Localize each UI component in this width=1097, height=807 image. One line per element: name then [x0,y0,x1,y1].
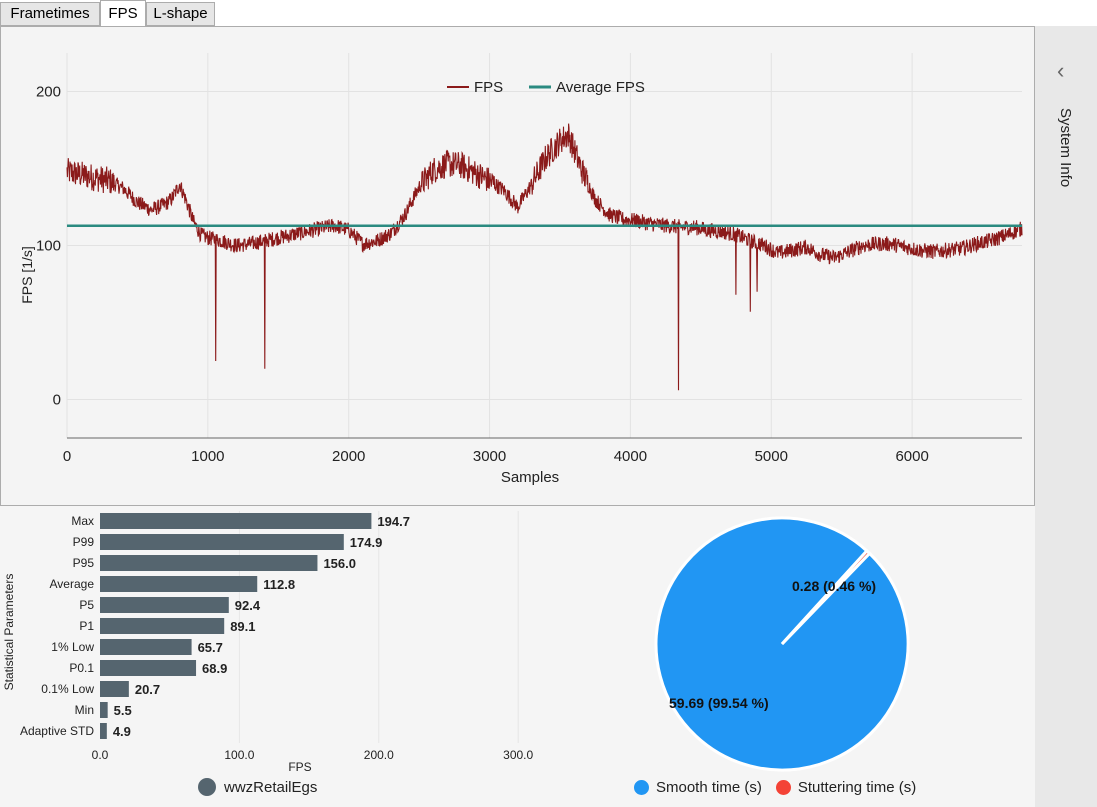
legend-average-label: Average FPS [556,79,645,96]
system-info-label: System Info [1057,108,1074,188]
bar-y-axis-label: Statistical Parameters [2,574,16,691]
y-tick-label: 100 [36,238,61,255]
bar-category-label: Max [71,514,94,528]
bar [100,681,129,697]
bar-category-label: P99 [73,535,95,549]
bar-category-label: P0.1 [69,661,94,675]
legend-fps-label: FPS [474,79,503,96]
tab-fps[interactable]: FPS [100,0,146,27]
bar-category-label: Adaptive STD [20,724,94,738]
bar-x-axis-label: FPS [288,760,311,774]
bar-value-label: 20.7 [135,682,160,697]
bar-category-label: Average [50,577,95,591]
bar-legend-label: wwzRetailEgs [224,778,318,796]
fps-series-line [66,123,1023,391]
y-tick-label: 200 [36,84,61,101]
bar-value-label: 112.8 [263,577,295,592]
fps-line-chart: 0 1000 2000 3000 4000 5000 6000 0 100 200 Samples… [19,53,1023,486]
bar-x-tick-label: 300.0 [503,748,533,762]
smooth-legend-label: Smooth time (s) [656,779,762,796]
x-tick-label: 0 [63,448,71,465]
bar-category-label: P1 [79,619,94,633]
bar-value-label: 156.0 [323,556,356,571]
x-tick-label: 3000 [473,448,506,465]
tab-bar: Frametimes FPS L-shape [0,0,1097,27]
bar [100,639,192,655]
stutter-pie-chart: 0.28 (0.46 %) 59.69 (99.54 %) [654,516,910,772]
chart-legend: FPS Average FPS [447,79,645,96]
x-tick-label: 4000 [614,448,647,465]
bar-value-label: 5.5 [114,703,132,718]
bar [100,723,107,739]
stutter-legend-label: Stuttering time (s) [797,779,917,796]
bar [100,576,258,592]
bar [100,534,344,550]
chevron-left-icon[interactable]: ‹ [1057,58,1065,83]
bar-category-label: 0.1% Low [41,682,94,696]
smooth-legend-dot [634,780,649,795]
fps-chart-panel: 0 1000 2000 3000 4000 5000 6000 0 100 200 Samples… [0,26,1035,506]
x-tick-label: 2000 [332,448,365,465]
pie-legend: Smooth time (s) Stuttering time (s) [634,779,916,796]
bar-rows: Max 194.7 P99 174.9 P95 156.0 Average 112.8 P5 92… [20,513,410,739]
statistics-bar-chart: Max 194.7 P99 174.9 P95 156.0 Average 112.8 P5 92… [2,511,534,774]
bar-category-label: Min [75,703,94,717]
bar [100,597,229,613]
bar-value-label: 65.7 [198,640,223,655]
bar-x-tick-label: 200.0 [364,748,394,762]
x-axis-label: Samples [501,469,559,486]
y-axis-label: FPS [1/s] [19,246,35,304]
bar-x-tick-label: 0.0 [92,748,109,762]
bar-value-label: 92.4 [235,598,261,613]
x-tick-label: 1000 [191,448,224,465]
bar [100,618,225,634]
bar-category-label: P5 [79,598,94,612]
bar-value-label: 194.7 [377,514,410,529]
pie-slice-stutter [780,548,872,646]
y-tick-label: 0 [53,392,61,409]
axis-ticks: 0 1000 2000 3000 4000 5000 6000 0 100 200 [36,84,929,466]
bar-legend: wwzRetailEgs [198,778,317,796]
pie-label-stutter: 0.28 (0.46 %) [792,578,876,594]
bar [100,660,197,676]
stutter-legend-dot [775,780,791,795]
bar-x-ticks: 0.0 100.0 200.0 300.0 [92,748,534,762]
system-info-panel[interactable]: ‹ System Info [1035,26,1097,807]
bar [100,555,318,571]
bar-value-label: 4.9 [113,724,131,739]
bar-legend-dot [198,778,216,796]
bar [100,702,108,718]
bar-x-tick-label: 100.0 [224,748,254,762]
bar-value-label: 174.9 [350,535,383,550]
tab-frametimes[interactable]: Frametimes [0,2,100,26]
pie-label-smooth: 59.69 (99.54 %) [669,695,769,711]
x-tick-label: 5000 [755,448,788,465]
tab-l-shape[interactable]: L-shape [146,2,215,26]
bar-value-label: 89.1 [230,619,255,634]
bar-category-label: P95 [73,556,95,570]
bar [100,513,372,529]
x-tick-label: 6000 [895,448,928,465]
bar-value-label: 68.9 [202,661,227,676]
bar-category-label: 1% Low [51,640,94,654]
